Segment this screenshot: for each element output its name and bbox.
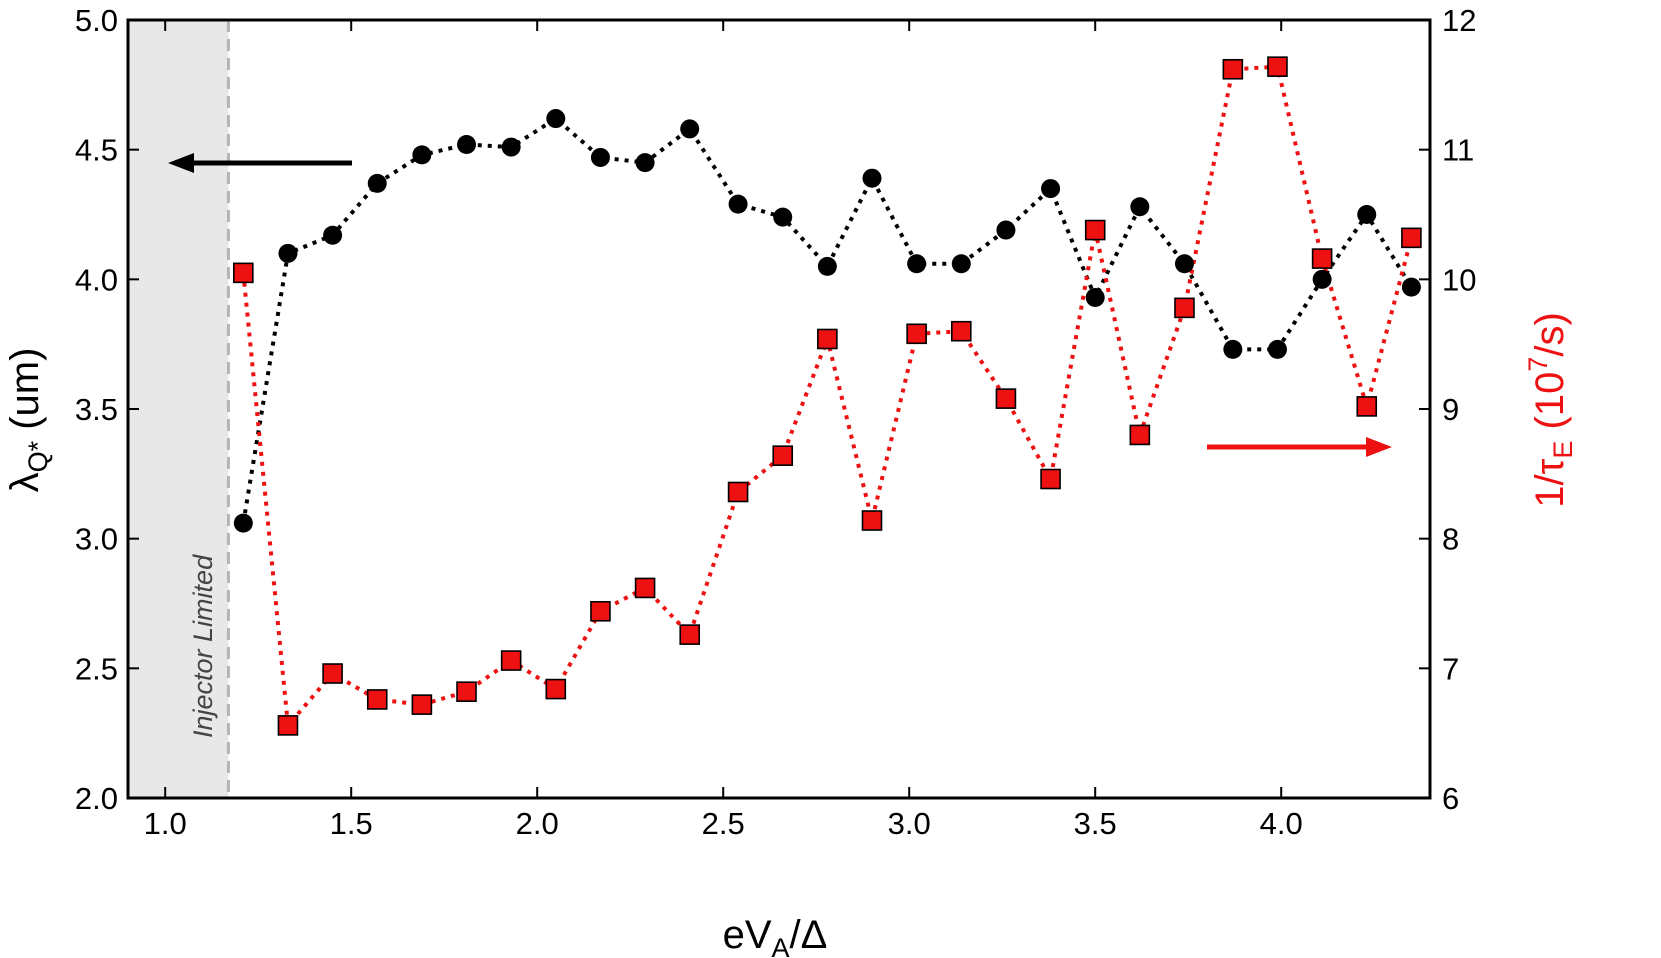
- series-0-point-24: [1312, 269, 1332, 289]
- series-0-point-7: [546, 109, 566, 129]
- series-0-point-15: [907, 254, 927, 274]
- left-axis-arrow-head: [168, 153, 194, 173]
- series-0-point-16: [951, 254, 971, 274]
- series-1-point-14: [861, 510, 883, 531]
- y-left-tick-label-1: 2.5: [75, 651, 118, 686]
- series-1-point-8: [590, 600, 611, 622]
- series-1-point-16: [950, 320, 972, 342]
- x-tick-label-1: 1.5: [330, 806, 373, 841]
- series-1-point-18: [1040, 468, 1061, 490]
- series-1-point-26: [1401, 227, 1422, 249]
- series-0-point-14: [862, 168, 882, 188]
- series-0-point-5: [457, 134, 477, 154]
- series-1-point-21: [1174, 297, 1195, 319]
- series-0-point-26: [1401, 277, 1421, 297]
- series-0-point-17: [996, 220, 1016, 240]
- y-left-tick-label-3: 3.5: [75, 392, 118, 427]
- series-0-point-2: [323, 225, 343, 245]
- y-left-tick-label-6: 5.0: [75, 3, 118, 38]
- series-1-point-3: [366, 689, 388, 710]
- series-0-point-6: [501, 137, 521, 157]
- tick-labels: 1.0 1.5 2.0 2.5 3.0 3.5 4.0 2.0 2.5 3.0 3.5 4.0 4.5 5…: [75, 3, 1477, 841]
- right-axis-arrow-head: [1366, 437, 1392, 457]
- series-0-point-13: [817, 256, 837, 276]
- x-tick-label-5: 3.5: [1074, 806, 1117, 841]
- series-1-point-5: [456, 681, 477, 702]
- series-0-point-9: [635, 153, 655, 173]
- series-0-point-1: [278, 243, 298, 263]
- y-axis-left-label: λQ* (um): [3, 348, 53, 493]
- series-1-point-12: [772, 445, 794, 466]
- series-0-point-22: [1223, 339, 1243, 359]
- y-right-tick-label-2: 8: [1442, 522, 1459, 557]
- y-left-tick-label-2: 3.0: [75, 522, 118, 557]
- series-1-point-11: [727, 481, 749, 503]
- series-0-point-20: [1130, 197, 1150, 217]
- series-1-point-1: [277, 715, 299, 736]
- series-line-0: [241, 116, 1414, 524]
- series-1-point-7: [545, 678, 567, 700]
- series-1-point-20: [1129, 424, 1151, 446]
- x-tick-label-3: 2.5: [702, 806, 745, 841]
- x-tick-label-0: 1.0: [144, 806, 187, 841]
- series-markers: [233, 56, 1422, 736]
- series-0-point-23: [1267, 339, 1287, 359]
- y-right-tick-label-0: 6: [1442, 781, 1459, 816]
- x-tick-label-2: 2.0: [516, 806, 559, 841]
- series-0-point-4: [412, 145, 432, 165]
- series-1-point-0: [233, 262, 254, 284]
- series-0-point-12: [773, 207, 793, 227]
- y-right-tick-label-6: 12: [1442, 3, 1476, 38]
- series-0-point-10: [680, 119, 700, 139]
- injector-limited-label: Injector Limited: [188, 554, 218, 738]
- x-tick-label-6: 4.0: [1260, 806, 1303, 841]
- shaded-region: [128, 20, 230, 798]
- series-1-point-24: [1311, 248, 1333, 269]
- y-axis-right-label: 1/τE (107/s): [1523, 312, 1578, 508]
- series-1-point-13: [817, 328, 838, 350]
- series-1-point-4: [411, 694, 433, 715]
- series-lines: [241, 64, 1414, 731]
- series-0-point-25: [1357, 205, 1377, 224]
- axis-labels: eVA/Δ λQ* (um) 1/τE (107/s) Injector Lim…: [3, 312, 1578, 958]
- series-0-point-21: [1174, 254, 1194, 274]
- y-right-tick-label-4: 10: [1442, 262, 1476, 297]
- y-left-tick-label-5: 4.5: [75, 133, 118, 168]
- axis-arrows: [168, 153, 1392, 457]
- y-right-tick-label-3: 9: [1442, 392, 1459, 427]
- series-0-point-11: [728, 194, 748, 214]
- shaded-region-rect: [128, 20, 229, 798]
- series-1-point-25: [1356, 396, 1378, 417]
- series-1-point-10: [679, 624, 701, 645]
- series-1-point-6: [500, 650, 522, 671]
- series-0-point-18: [1041, 179, 1061, 199]
- series-1-point-19: [1084, 219, 1106, 241]
- axes: [126, 18, 1432, 800]
- x-axis-label: eVA/Δ: [723, 913, 828, 958]
- series-1-point-2: [322, 663, 343, 684]
- x-tick-label-4: 3.0: [888, 806, 931, 841]
- series-0-point-3: [367, 173, 387, 193]
- series-line-1: [241, 64, 1414, 731]
- series-0-point-19: [1085, 287, 1105, 307]
- series-1-point-9: [634, 577, 656, 599]
- series-0-point-8: [590, 147, 610, 167]
- series-1-point-23: [1267, 56, 1288, 77]
- y-right-tick-label-5: 11: [1442, 133, 1474, 168]
- y-left-tick-label-4: 4.0: [75, 262, 118, 297]
- series-0-point-0: [233, 513, 253, 533]
- series-1-point-15: [906, 323, 927, 345]
- y-right-tick-label-1: 7: [1442, 651, 1459, 686]
- y-left-tick-label-0: 2.0: [75, 781, 118, 816]
- series-1-point-22: [1222, 58, 1244, 80]
- series-1-point-17: [995, 388, 1017, 409]
